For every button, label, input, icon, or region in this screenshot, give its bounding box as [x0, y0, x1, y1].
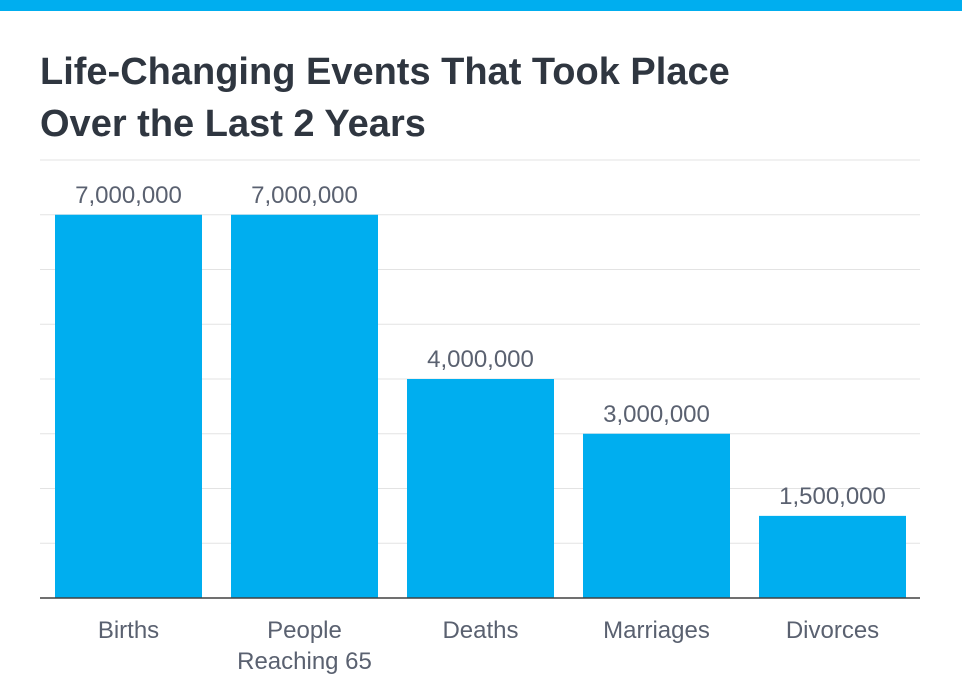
chart-title-line-2: Over the Last 2 Years	[40, 103, 426, 145]
chart-title: Life-Changing Events That Took Place Ove…	[40, 46, 920, 150]
category-label: Deaths	[442, 617, 518, 644]
category-labels: Births People Reaching 65 Deaths Marriages Di…	[98, 617, 879, 675]
category-label: Divorces	[786, 617, 879, 644]
bars	[55, 214, 906, 598]
data-label: 7,000,000	[251, 182, 358, 209]
category-label: People Reaching 65	[237, 617, 372, 675]
data-label: 4,000,000	[427, 346, 534, 373]
category-label-line: Divorces	[786, 617, 879, 644]
bar-3	[583, 433, 730, 598]
category-label: Marriages	[603, 617, 710, 644]
bar-1	[231, 214, 378, 598]
bar-0	[55, 214, 202, 598]
category-label-line: Deaths	[442, 617, 518, 644]
top-accent-bar	[0, 0, 962, 11]
category-label-line: Reaching 65	[237, 648, 372, 675]
data-label: 3,000,000	[603, 401, 710, 428]
bar-2	[407, 379, 554, 598]
data-labels: 7,000,000 7,000,000 4,000,000 3,000,000 1,50…	[75, 182, 886, 510]
data-label: 1,500,000	[779, 483, 886, 510]
bar-4	[759, 515, 906, 598]
category-label-line: Births	[98, 617, 159, 644]
category-label-line: Marriages	[603, 617, 710, 644]
category-label: Births	[98, 617, 159, 644]
data-label: 7,000,000	[75, 182, 182, 209]
category-label-line: People	[267, 617, 342, 644]
chart-title-line-1: Life-Changing Events That Took Place	[40, 51, 730, 93]
